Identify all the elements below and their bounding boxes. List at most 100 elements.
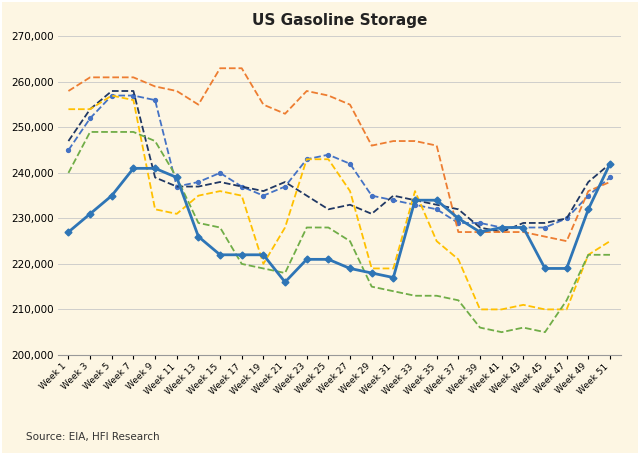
2022 bbox=[454, 298, 462, 303]
2022 bbox=[498, 329, 506, 335]
2020 bbox=[346, 102, 354, 107]
2022 bbox=[520, 325, 527, 330]
2020 bbox=[324, 93, 332, 98]
2023 bbox=[65, 229, 72, 235]
2023 bbox=[108, 193, 116, 198]
2020 bbox=[390, 138, 397, 144]
2019 bbox=[324, 207, 332, 212]
2021 bbox=[346, 188, 354, 194]
2021 bbox=[151, 207, 159, 212]
5-year bbox=[108, 93, 116, 98]
2020 bbox=[173, 88, 180, 94]
2023 bbox=[324, 257, 332, 262]
5-year bbox=[454, 220, 462, 226]
5-year bbox=[173, 184, 180, 189]
2023 bbox=[390, 275, 397, 280]
2021 bbox=[476, 307, 484, 312]
5-year bbox=[129, 93, 137, 98]
2023 bbox=[216, 252, 224, 258]
2019 bbox=[563, 216, 570, 221]
5-year bbox=[368, 193, 376, 198]
5-year bbox=[476, 220, 484, 226]
5-year bbox=[303, 157, 310, 162]
2022 bbox=[86, 129, 94, 135]
2020 bbox=[411, 138, 419, 144]
2019 bbox=[108, 88, 116, 94]
5-year bbox=[86, 116, 94, 121]
2023 bbox=[563, 266, 570, 271]
2021 bbox=[520, 302, 527, 308]
2022 bbox=[260, 266, 268, 271]
2021 bbox=[281, 225, 289, 230]
2022 bbox=[151, 138, 159, 144]
2022 bbox=[303, 225, 310, 230]
2021 bbox=[390, 266, 397, 271]
2023 bbox=[411, 197, 419, 203]
2019 bbox=[454, 207, 462, 212]
2021 bbox=[584, 252, 592, 258]
2023 bbox=[454, 216, 462, 221]
2021 bbox=[303, 157, 310, 162]
2019 bbox=[65, 138, 72, 144]
2023 bbox=[151, 166, 159, 171]
2022 bbox=[346, 238, 354, 244]
2021 bbox=[216, 188, 224, 194]
2021 bbox=[65, 106, 72, 112]
2022 bbox=[281, 270, 289, 276]
5-year bbox=[216, 170, 224, 176]
5-year bbox=[151, 97, 159, 103]
5-year bbox=[324, 152, 332, 157]
2021 bbox=[173, 211, 180, 217]
2021 bbox=[108, 93, 116, 98]
2021 bbox=[498, 307, 506, 312]
2019 bbox=[346, 202, 354, 207]
2022 bbox=[563, 298, 570, 303]
5-year bbox=[65, 147, 72, 153]
2019 bbox=[281, 179, 289, 185]
2022 bbox=[433, 293, 440, 298]
Title: US Gasoline Storage: US Gasoline Storage bbox=[252, 13, 427, 28]
5-year bbox=[411, 202, 419, 207]
5-year bbox=[260, 193, 268, 198]
2020 bbox=[433, 143, 440, 148]
2023 bbox=[238, 252, 246, 258]
2020 bbox=[129, 75, 137, 80]
2020 bbox=[368, 143, 376, 148]
2023 bbox=[541, 266, 549, 271]
2020 bbox=[151, 84, 159, 89]
5-year bbox=[498, 225, 506, 230]
2023 bbox=[368, 270, 376, 276]
2021 bbox=[324, 157, 332, 162]
2023 bbox=[303, 257, 310, 262]
2019 bbox=[86, 106, 94, 112]
Line: 2022: 2022 bbox=[68, 132, 610, 332]
2022 bbox=[129, 129, 137, 135]
2019 bbox=[476, 225, 484, 230]
2020 bbox=[563, 238, 570, 244]
2019 bbox=[390, 193, 397, 198]
Line: 2019: 2019 bbox=[68, 91, 610, 232]
5-year bbox=[195, 179, 202, 185]
2019 bbox=[260, 188, 268, 194]
2020 bbox=[303, 88, 310, 94]
2023 bbox=[584, 207, 592, 212]
2020 bbox=[454, 229, 462, 235]
2022 bbox=[476, 325, 484, 330]
2021 bbox=[86, 106, 94, 112]
2023 bbox=[606, 161, 614, 167]
2021 bbox=[260, 261, 268, 267]
Line: 2021: 2021 bbox=[68, 96, 610, 309]
2023 bbox=[520, 225, 527, 230]
5-year bbox=[584, 193, 592, 198]
2019 bbox=[303, 193, 310, 198]
2020 bbox=[65, 88, 72, 94]
2019 bbox=[584, 179, 592, 185]
2020 bbox=[498, 229, 506, 235]
2023 bbox=[86, 211, 94, 217]
2019 bbox=[541, 220, 549, 226]
2023 bbox=[281, 279, 289, 285]
2022 bbox=[65, 170, 72, 176]
5-year bbox=[433, 207, 440, 212]
2023 bbox=[346, 266, 354, 271]
2022 bbox=[216, 225, 224, 230]
